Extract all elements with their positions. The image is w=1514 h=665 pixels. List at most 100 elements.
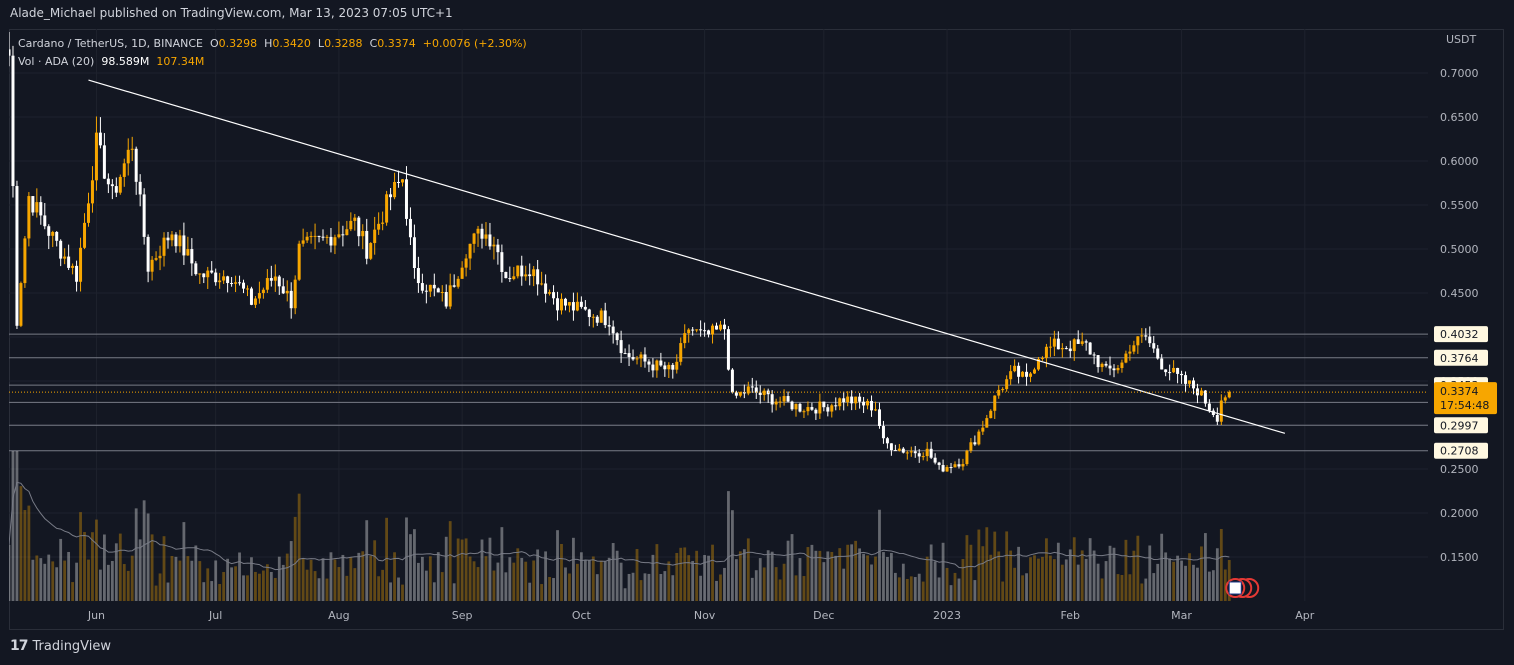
candle-body[interactable] — [595, 316, 599, 323]
candle-body[interactable] — [277, 276, 281, 287]
candle-body[interactable] — [313, 235, 317, 237]
candle-body[interactable] — [337, 234, 341, 238]
candle-body[interactable] — [1017, 365, 1021, 377]
candle-body[interactable] — [945, 467, 949, 472]
candle-body[interactable] — [516, 265, 520, 277]
candle-body[interactable] — [953, 464, 957, 468]
candle-body[interactable] — [333, 237, 337, 246]
candle-body[interactable] — [381, 222, 385, 224]
candle-body[interactable] — [754, 387, 758, 393]
candle-body[interactable] — [913, 451, 917, 454]
candle-body[interactable] — [901, 448, 905, 453]
level-price-badge[interactable] — [1434, 349, 1488, 366]
volume-label[interactable]: Vol · ADA (20) — [18, 55, 95, 68]
candle-body[interactable] — [122, 163, 126, 177]
current-price-badge[interactable] — [1434, 382, 1497, 415]
candle-body[interactable] — [98, 132, 102, 146]
candle-body[interactable] — [432, 284, 436, 289]
candle-body[interactable] — [917, 453, 921, 457]
candle-body[interactable] — [397, 181, 401, 183]
candle-body[interactable] — [536, 269, 540, 285]
candle-body[interactable] — [1168, 372, 1172, 374]
candle-body[interactable] — [79, 247, 83, 282]
candle-body[interactable] — [210, 270, 214, 273]
candle-body[interactable] — [234, 282, 238, 284]
candle-body[interactable] — [1188, 380, 1192, 384]
candle-body[interactable] — [63, 256, 67, 259]
candle-body[interactable] — [114, 186, 118, 193]
candle-body[interactable] — [647, 361, 651, 365]
candle-body[interactable] — [273, 276, 277, 281]
candle-body[interactable] — [937, 462, 941, 466]
candle-body[interactable] — [544, 283, 548, 294]
candle-body[interactable] — [393, 181, 397, 198]
candle-body[interactable] — [253, 298, 257, 305]
candle-body[interactable] — [667, 364, 671, 370]
candle-body[interactable] — [834, 405, 838, 407]
candle-body[interactable] — [707, 330, 711, 335]
candle-body[interactable] — [556, 298, 560, 311]
candle-body[interactable] — [456, 278, 460, 287]
candle-body[interactable] — [230, 283, 234, 285]
candle-body[interactable] — [265, 278, 269, 290]
candle-body[interactable] — [408, 218, 412, 238]
candle-body[interactable] — [691, 329, 695, 331]
candle-body[interactable] — [35, 202, 39, 213]
candle-body[interactable] — [146, 236, 150, 272]
candle-body[interactable] — [818, 401, 822, 414]
candle-body[interactable] — [659, 360, 663, 366]
candle-body[interactable] — [162, 237, 166, 256]
candle-body[interactable] — [373, 229, 377, 244]
candle-body[interactable] — [11, 55, 15, 187]
candle-body[interactable] — [909, 451, 913, 453]
candle-body[interactable] — [1199, 390, 1203, 396]
candle-body[interactable] — [941, 465, 945, 472]
candle-body[interactable] — [520, 265, 524, 277]
candle-body[interactable] — [94, 132, 98, 181]
candle-body[interactable] — [242, 282, 246, 289]
candle-body[interactable] — [663, 365, 667, 370]
candle-body[interactable] — [130, 148, 134, 150]
candle-body[interactable] — [170, 234, 174, 241]
candle-body[interactable] — [715, 325, 719, 330]
candle-body[interactable] — [496, 244, 500, 253]
candle-body[interactable] — [877, 409, 881, 426]
candle-body[interactable] — [607, 325, 611, 327]
candle-body[interactable] — [377, 223, 381, 230]
candle-body[interactable] — [802, 411, 806, 413]
level-price-badge[interactable] — [1434, 326, 1488, 343]
candle-body[interactable] — [969, 442, 973, 451]
candle-body[interactable] — [548, 292, 552, 294]
candle-body[interactable] — [329, 236, 333, 246]
candle-body[interactable] — [631, 356, 635, 360]
candle-body[interactable] — [563, 298, 567, 306]
candle-body[interactable] — [349, 220, 353, 230]
candle-body[interactable] — [27, 196, 31, 239]
candle-body[interactable] — [440, 292, 444, 294]
candle-body[interactable] — [504, 272, 508, 279]
candle-body[interactable] — [1104, 363, 1108, 366]
candle-body[interactable] — [1013, 365, 1017, 372]
candle-body[interactable] — [798, 403, 802, 412]
candle-body[interactable] — [822, 401, 826, 408]
candle-body[interactable] — [452, 285, 456, 287]
candle-body[interactable] — [154, 258, 158, 260]
candle-body[interactable] — [524, 274, 528, 277]
candle-body[interactable] — [476, 228, 480, 234]
candle-body[interactable] — [750, 386, 754, 388]
candle-body[interactable] — [826, 407, 830, 412]
candle-body[interactable] — [86, 203, 90, 223]
candle-body[interactable] — [790, 401, 794, 410]
candle-body[interactable] — [734, 392, 738, 396]
candle-body[interactable] — [357, 217, 361, 237]
candle-body[interactable] — [810, 407, 814, 410]
candle-body[interactable] — [655, 360, 659, 371]
candle-body[interactable] — [671, 364, 675, 370]
candle-body[interactable] — [619, 340, 623, 354]
candle-body[interactable] — [15, 186, 19, 326]
price-chart[interactable]: 0.15000.20000.25000.30000.35000.40000.45… — [9, 29, 1504, 630]
candle-body[interactable] — [1025, 371, 1029, 377]
candle-body[interactable] — [786, 396, 790, 402]
candle-body[interactable] — [683, 333, 687, 344]
candle-body[interactable] — [730, 369, 734, 393]
